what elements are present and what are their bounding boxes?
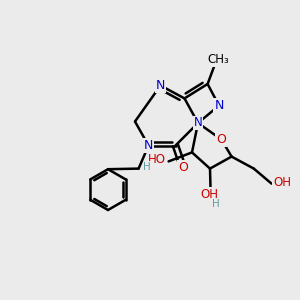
Text: O: O <box>217 133 226 146</box>
Text: N: N <box>144 139 153 152</box>
Text: CH₃: CH₃ <box>207 53 229 66</box>
Text: N: N <box>156 79 165 92</box>
Text: OH: OH <box>273 176 291 189</box>
Text: O: O <box>178 161 188 174</box>
Text: N: N <box>214 99 224 112</box>
Text: H: H <box>212 199 220 209</box>
Text: N: N <box>194 116 202 130</box>
Text: HO: HO <box>148 153 166 167</box>
Text: OH: OH <box>200 188 218 201</box>
Text: H: H <box>143 162 151 172</box>
